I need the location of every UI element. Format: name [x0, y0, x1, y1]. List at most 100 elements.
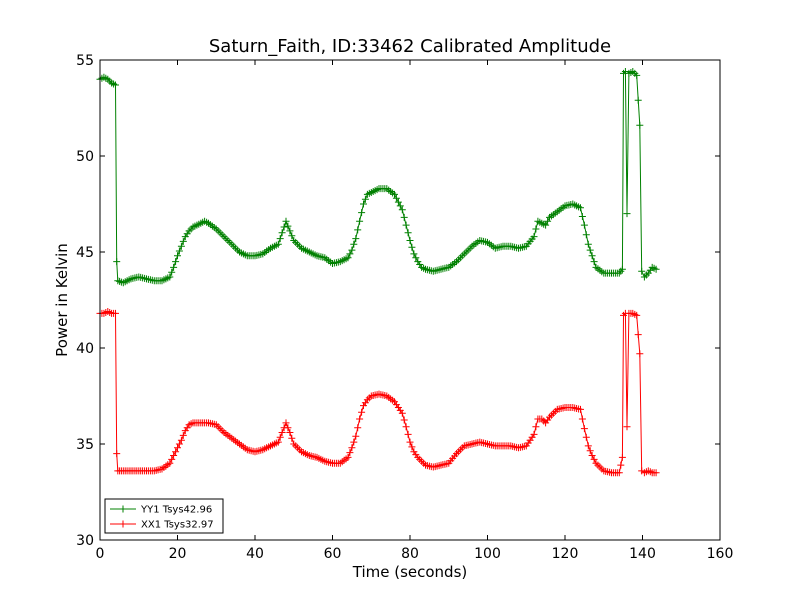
data-point [532, 225, 540, 233]
data-point [284, 424, 292, 432]
data-point [352, 235, 360, 243]
data-point [278, 229, 286, 237]
legend: YY1 Tsys42.96 XX1 Tsys32.97 [104, 498, 224, 534]
data-point [652, 469, 660, 477]
data-point [398, 409, 406, 417]
data-point [356, 415, 364, 423]
data-point [288, 232, 296, 240]
data-point [633, 71, 641, 79]
data-point [282, 217, 290, 225]
data-point [618, 265, 626, 273]
data-point [179, 431, 187, 439]
data-point [166, 273, 174, 281]
data-point [346, 449, 354, 457]
data-point [396, 202, 404, 210]
data-point [356, 217, 364, 225]
data-point [113, 450, 121, 458]
data-point [588, 252, 596, 260]
data-point [179, 237, 187, 245]
y-tick-label: 55 [76, 53, 94, 69]
data-point [286, 429, 294, 436]
data-point [577, 405, 584, 413]
data-point [361, 195, 369, 203]
data-point [174, 252, 181, 260]
data-point [652, 265, 660, 273]
data-point [174, 444, 181, 452]
legend-items: YY1 Tsys42.96 XX1 Tsys32.97 [110, 505, 214, 531]
data-point [278, 429, 286, 436]
data-point [544, 217, 552, 225]
data-point [391, 190, 398, 198]
data-point [530, 233, 538, 241]
data-point [617, 461, 625, 469]
y-tick-label: 35 [76, 437, 94, 453]
data-point [615, 469, 623, 477]
data-point [348, 444, 356, 452]
series-1 [96, 308, 660, 477]
data-point [532, 423, 540, 431]
data-point [350, 438, 358, 446]
data-point [580, 425, 588, 433]
data-point [348, 246, 356, 254]
data-point [636, 121, 644, 129]
data-point [400, 213, 408, 221]
data-point [168, 455, 176, 463]
data-point [408, 443, 416, 451]
data-point [276, 235, 284, 243]
legend-marker [119, 505, 127, 513]
data-point [358, 408, 366, 416]
data-point [542, 221, 550, 229]
data-point [286, 227, 294, 235]
data-point [586, 246, 594, 254]
data-point [177, 242, 185, 250]
data-point [354, 226, 362, 234]
data-point [392, 194, 400, 202]
y-tick-label: 45 [76, 245, 94, 261]
data-point [618, 453, 626, 461]
data-point [394, 198, 402, 206]
data-point [354, 424, 362, 432]
data-point [114, 277, 122, 285]
data-point [590, 455, 598, 463]
x-tick-label: 40 [246, 546, 264, 562]
data-point [530, 430, 538, 438]
data-point [402, 221, 410, 229]
data-point [584, 240, 592, 248]
chart-title: Saturn_Faith, ID:33462 Calibrated Amplit… [209, 36, 611, 57]
data-point [412, 254, 420, 262]
data-point [274, 240, 282, 248]
data-point [346, 250, 354, 258]
x-tick-label: 120 [552, 546, 579, 562]
data-point [398, 206, 406, 214]
data-point [175, 440, 183, 448]
data-point [636, 350, 644, 358]
data-point [408, 243, 416, 251]
data-point [406, 237, 414, 244]
x-axis-label: Time (seconds) [352, 563, 468, 581]
data-point [633, 311, 641, 319]
data-point [274, 438, 282, 446]
data-point [578, 213, 586, 220]
x-tick-label: 0 [96, 546, 105, 562]
series-0 [96, 68, 660, 287]
legend-marker [119, 520, 127, 528]
data-point [402, 423, 410, 431]
data-point [166, 459, 174, 467]
data-point [358, 209, 366, 217]
data-point [586, 447, 594, 455]
series-layer [96, 68, 660, 477]
data-point [588, 452, 596, 459]
y-tick-label: 50 [76, 149, 94, 165]
data-point [112, 309, 119, 317]
y-tick-label: 30 [76, 533, 94, 549]
x-tick-label: 140 [629, 546, 656, 562]
ticks-layer: 0 20 40 60 80 100 120 140 160 30 35 40 45 50 55 [76, 53, 733, 562]
data-point [577, 204, 584, 212]
data-point [344, 453, 352, 461]
data-point [168, 268, 176, 276]
data-point [406, 438, 414, 446]
data-point [400, 416, 408, 424]
data-point [634, 331, 642, 339]
data-point [344, 254, 352, 262]
